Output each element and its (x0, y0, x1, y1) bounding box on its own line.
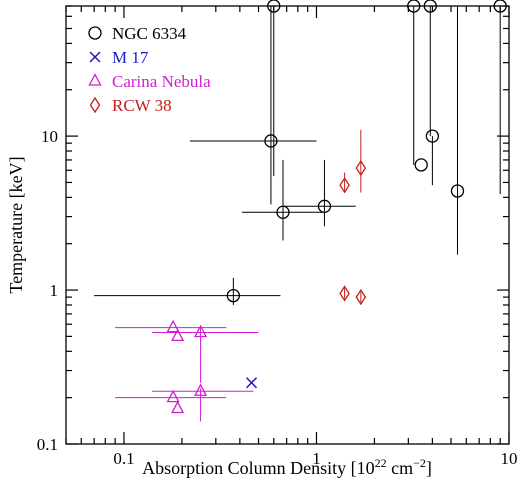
diamond-marker (355, 159, 367, 177)
marker-stroke (246, 377, 258, 389)
circle-marker (423, 0, 437, 13)
data-point (152, 324, 259, 383)
circle-marker (267, 0, 281, 13)
legend-item: Carina Nebula (88, 72, 211, 91)
series-ngc-6334 (94, 0, 507, 305)
diamond-marker (339, 285, 350, 302)
y-tick-label: 0.1 (37, 435, 58, 454)
data-point (152, 383, 254, 422)
y-axis-label: Temperature [keV] (6, 156, 26, 293)
legend-label: M 17 (112, 48, 149, 67)
x-tick-label: 1 (312, 449, 321, 468)
circle-marker (425, 129, 440, 143)
triangle-marker (193, 324, 208, 338)
circle-marker (264, 134, 278, 148)
data-point (115, 389, 227, 403)
data-point (241, 159, 323, 241)
data-point (339, 285, 350, 302)
circle-marker (276, 205, 290, 219)
data-point (284, 159, 356, 227)
data-point (355, 129, 367, 193)
data-point (423, 0, 437, 137)
data-point (493, 0, 507, 195)
triangle-marker (166, 319, 180, 333)
data-point (339, 172, 350, 194)
triangle-marker (171, 328, 185, 342)
x-tick-label: 10 (501, 449, 518, 468)
legend-item: M 17 (89, 48, 149, 67)
x-tick-label: 0.1 (113, 449, 134, 468)
data-point (450, 6, 465, 255)
circle-marker (450, 184, 465, 198)
legend-label: NGC 6334 (112, 24, 187, 43)
data-point (171, 400, 185, 414)
y-tick-label: 10 (41, 127, 58, 146)
data-point (425, 129, 440, 186)
legend: NGC 6334 M 17 Carina Nebula RCW 38 (88, 24, 211, 115)
diamond-marker (355, 288, 367, 306)
circle-marker (317, 199, 332, 213)
legend-item: RCW 38 (89, 96, 172, 115)
legend-label: RCW 38 (112, 96, 172, 115)
tick-labels: 0.1 1 10 0.1 1 10 (37, 127, 518, 468)
data-point (267, 0, 409, 177)
legend-circle-icon (88, 26, 102, 40)
circle-marker (226, 288, 240, 303)
data-point (414, 158, 428, 172)
legend-cross-icon (89, 51, 101, 63)
series-carina-nebula (115, 319, 259, 422)
cross-marker (246, 377, 258, 389)
marker-stroke (89, 51, 101, 63)
circle-marker (493, 0, 507, 13)
legend-triangle-icon (88, 73, 102, 86)
circle-marker (407, 0, 421, 13)
legend-diamond-icon (89, 96, 101, 114)
series-m-17 (246, 377, 258, 389)
triangle-marker (171, 400, 185, 414)
data-point (171, 328, 185, 342)
x-axis-label: Absorption Column Density [1022 cm−2] (142, 456, 432, 478)
data-layer (94, 0, 507, 422)
series-rcw-38 (339, 129, 367, 306)
data-point (355, 288, 367, 306)
data-point (189, 6, 317, 205)
triangle-marker (166, 389, 180, 403)
legend-item: NGC 6334 (88, 24, 187, 43)
triangle-marker (193, 383, 208, 396)
legend-label: Carina Nebula (112, 72, 211, 91)
data-point (246, 377, 258, 389)
y-tick-label: 1 (50, 281, 59, 300)
data-point (94, 277, 281, 305)
data-point (407, 0, 421, 165)
diamond-marker (339, 176, 350, 194)
circle-marker (414, 158, 428, 172)
data-point (115, 319, 227, 333)
